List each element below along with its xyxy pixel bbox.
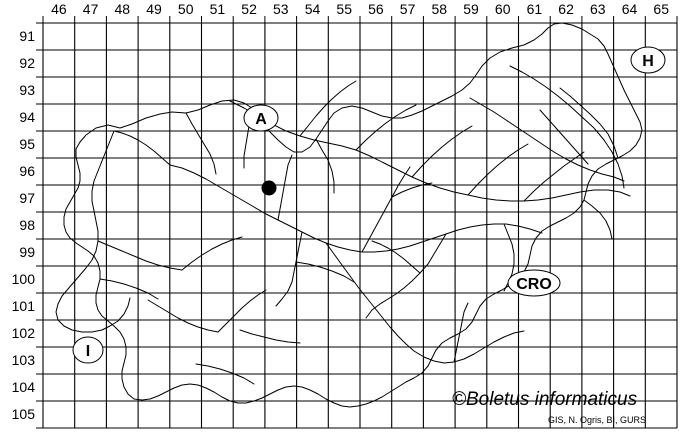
y-tick-label: 94 [19,109,35,125]
x-tick-label: 59 [463,1,479,17]
grid-lines [42,22,678,429]
y-tick-label: 101 [12,298,36,314]
y-tick-label: 103 [12,352,36,368]
river-krka [365,233,447,319]
y-tick-label: 92 [19,55,35,71]
river-drava-tributary-2 [355,104,417,151]
internal-boundary-6 [583,199,613,240]
x-tick-label: 50 [178,1,194,17]
internal-boundary-4 [295,261,355,283]
y-tick-label: 97 [19,190,35,206]
x-tick-label: 58 [432,1,448,17]
x-axis-labels: 46 47 48 49 50 51 52 53 54 55 56 57 58 5… [51,1,669,17]
y-axis-labels: 91 92 93 94 95 96 97 98 99 100 101 102 1… [12,28,36,422]
x-tick-label: 61 [527,1,543,17]
country-code-cro-label: CRO [516,276,552,293]
copyright-text: ©Boletus informaticus [452,389,638,410]
river-drava-tributary-5 [523,151,585,202]
country-code-i-label: I [86,343,90,360]
occurrence-point [261,180,277,196]
y-tick-label: 105 [12,406,36,422]
river-vipava [97,240,183,271]
internal-boundary-1 [185,112,217,175]
river-kamnik [277,154,293,221]
x-tick-label: 53 [273,1,289,17]
x-tick-label: 48 [115,1,131,17]
x-tick-label: 46 [51,1,67,17]
credit-text: GIS, N. Ogris, BI, GURS [548,415,646,425]
country-code-a: A [243,104,279,132]
x-tick-label: 52 [241,1,257,17]
x-tick-label: 55 [336,1,352,17]
river-ledava [559,87,619,159]
river-sava [169,164,543,253]
country-code-h: H [630,46,666,74]
y-tick-label: 96 [19,163,35,179]
country-code-i: I [72,336,104,364]
y-tick-label: 102 [12,325,36,341]
internal-boundary-5 [315,138,335,194]
x-tick-label: 65 [653,1,669,17]
internal-boundary-8 [195,363,255,385]
coastline-adriatic [55,281,131,333]
internal-boundary-7 [239,329,301,344]
internal-boundary-3 [99,278,159,300]
river-pivka [217,289,267,333]
river-lahinja [453,302,469,363]
y-tick-label: 99 [19,244,35,260]
river-ljubljanica [275,231,303,307]
country-code-cro: CRO [507,269,561,297]
occurrence-points [261,180,277,196]
attribution-block: ©Boletus informaticus GIS, N. Ogris, BI,… [452,389,646,425]
river-savinja [361,166,411,253]
x-tick-label: 63 [590,1,606,17]
x-tick-label: 64 [622,1,638,17]
country-code-h-label: H [642,53,654,70]
river-scavnica [539,109,589,165]
x-tick-label: 62 [558,1,574,17]
x-tick-label: 56 [368,1,384,17]
y-tick-label: 91 [19,28,35,44]
y-tick-label: 98 [19,217,35,233]
x-tick-label: 47 [83,1,99,17]
river-idrijca [181,236,243,271]
y-tick-label: 95 [19,136,35,152]
x-tick-label: 49 [146,1,162,17]
top-axis-ticks [42,16,678,23]
left-axis-ticks [36,22,43,429]
river-savinja-trib [391,182,433,198]
country-code-badges: A H CRO I [72,46,666,364]
river-sava-upper [113,130,171,166]
x-tick-label: 54 [305,1,321,17]
y-tick-label: 104 [12,379,36,395]
x-tick-label: 51 [210,1,226,17]
x-tick-label: 57 [400,1,416,17]
river-pesnica [469,97,625,182]
y-tick-label: 100 [12,271,36,287]
x-tick-label: 60 [495,1,511,17]
y-tick-label: 93 [19,82,35,98]
river-drava-tributary-3 [411,125,473,178]
country-code-a-label: A [255,111,267,128]
